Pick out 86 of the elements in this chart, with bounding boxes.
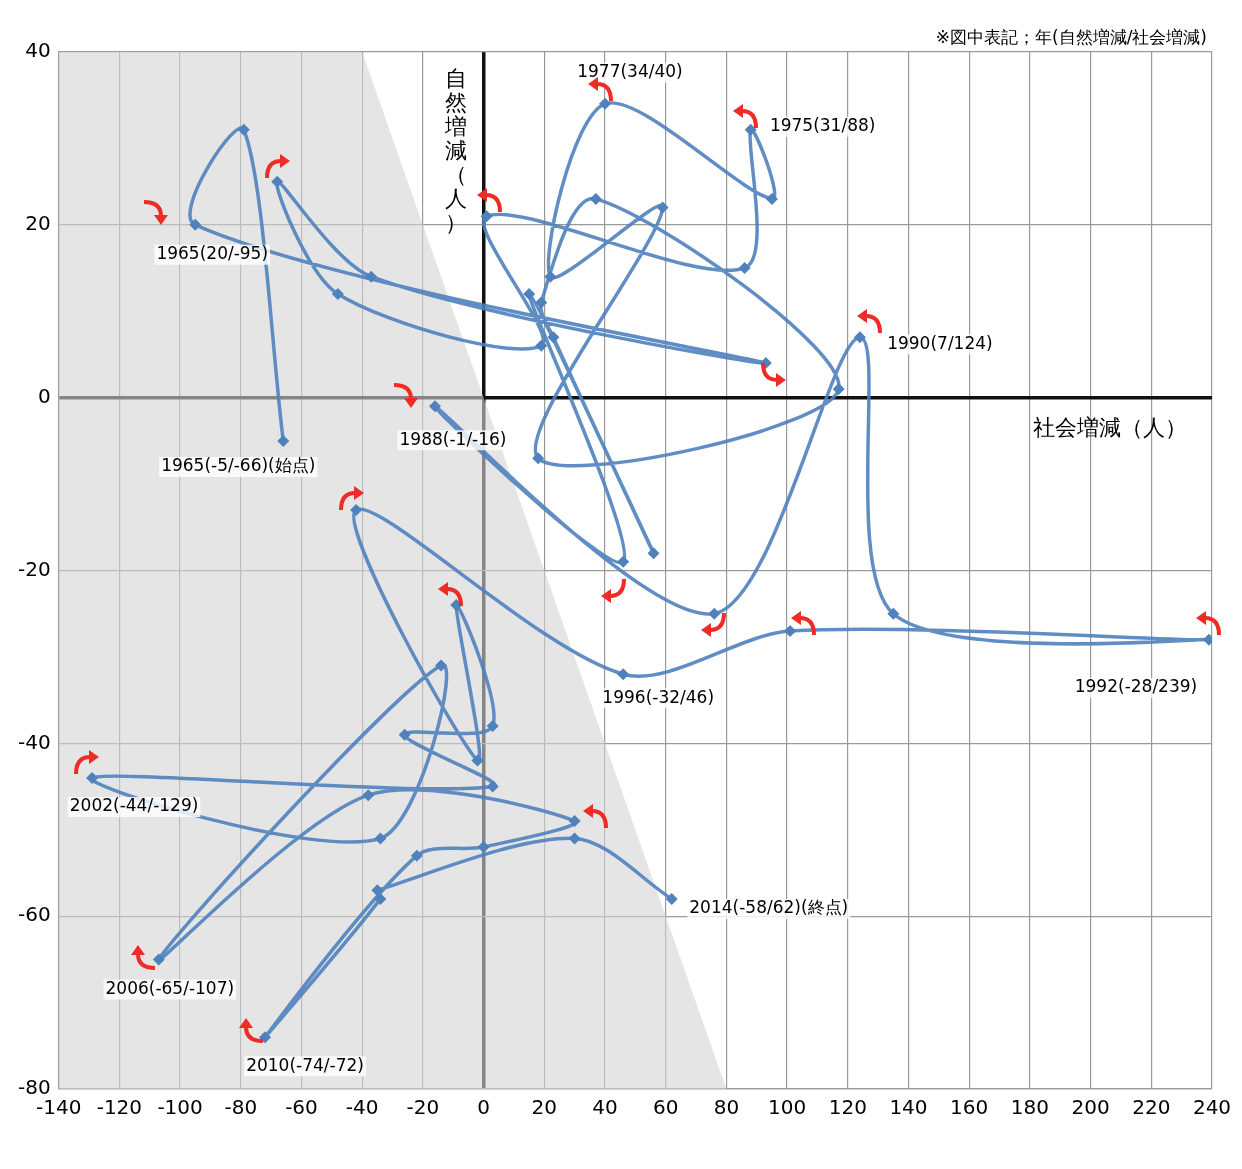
point [429,400,442,413]
x-tick-label: -40 [345,1095,379,1120]
annotation: 1977(34/40) [577,61,683,82]
point [738,262,751,275]
point [365,270,378,283]
point [656,201,669,214]
x-tick-label: 0 [477,1095,490,1120]
annotation: 1965(20/-95) [156,243,269,264]
x-axis-title: 社会増減（人） [1033,415,1187,441]
point [410,849,423,862]
annotation: 2006(-65/-107) [105,977,235,998]
x-tick-label: 100 [767,1095,807,1120]
x-tick-label: -80 [224,1095,258,1120]
point [374,892,387,905]
annotation: 2002(-44/-129) [69,795,199,816]
y-tick-label: 0 [37,383,51,408]
annotation: 1996(-32/46) [602,686,715,707]
point [647,547,660,560]
point [535,339,548,352]
point [480,210,493,223]
annotation: 1975(31/88) [769,115,876,136]
x-tick-label: -60 [285,1095,318,1120]
x-tick-label: 140 [889,1095,928,1120]
point [617,555,630,568]
point [784,624,797,637]
point [568,815,581,828]
x-tick-label: -120 [96,1095,143,1120]
point [832,383,845,396]
y-axis-title: 自然増減（人） [443,65,467,235]
point [362,789,375,802]
annotation: 1965(-5/-66)(始点) [161,455,316,476]
point [271,175,284,188]
point [259,1031,272,1044]
point [486,720,499,733]
point [744,123,757,136]
point [765,192,778,205]
point [331,287,344,300]
point [277,434,290,447]
point [523,287,536,300]
point [237,123,250,136]
point [477,841,490,854]
point [547,331,560,344]
annotation: 1990(7/124) [887,332,993,353]
point [535,296,548,309]
x-tick-label: 40 [592,1095,618,1120]
point [350,504,363,517]
annotation: 2014(-58/62)(終点) [689,897,849,918]
x-tick-label: 60 [652,1095,679,1120]
point [598,97,611,110]
y-tick-label: 20 [25,211,51,236]
x-tick-label: 240 [1192,1095,1232,1120]
x-tick-label: -20 [406,1095,440,1120]
point [568,832,581,845]
point [589,192,602,205]
point [853,331,866,344]
y-tick-label: 40 [25,38,51,63]
y-tick-label: -60 [17,902,51,927]
x-tick-label: 200 [1071,1095,1110,1120]
x-tick-label: 180 [1010,1095,1049,1120]
point [471,754,484,767]
y-tick-label: -20 [17,556,51,581]
point [708,607,721,620]
x-tick-label: 80 [713,1095,740,1120]
point [86,771,99,784]
x-tick-label: 120 [828,1095,867,1120]
point [152,953,165,966]
point [486,780,499,793]
point [398,728,411,741]
point [371,884,384,897]
x-tick-label: 20 [531,1095,558,1120]
x-tick-label: 220 [1132,1095,1171,1120]
point [374,832,387,845]
point [189,218,202,231]
point [544,270,557,283]
point [435,659,448,672]
annotation: 1992(-28/239) [1074,676,1198,697]
x-tick-label: 160 [950,1095,989,1120]
annotation: 2010(-74/-72) [246,1054,364,1075]
point [887,607,900,620]
x-tick-label: -100 [157,1095,203,1120]
text: ※図中表記；年(自然増減/社会増減) [935,27,1207,48]
annotation: 1988(-1/-16) [399,428,507,449]
point [617,668,630,681]
point [665,892,678,905]
point [532,452,545,465]
y-tick-label: -40 [17,729,51,754]
